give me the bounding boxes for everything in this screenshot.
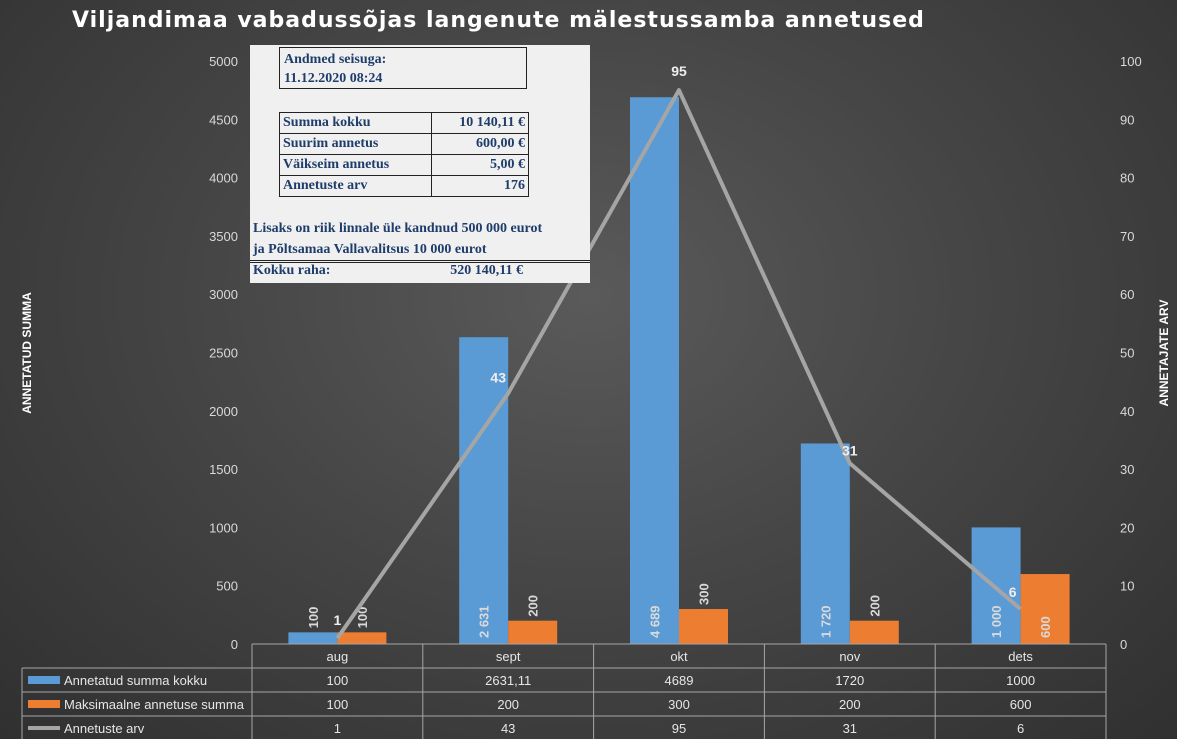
legend-key-swatch	[28, 676, 60, 684]
note-line-1: Lisaks on riik linnale üle kandnud 500 0…	[253, 221, 543, 236]
bar	[630, 97, 679, 645]
bar	[679, 609, 728, 644]
table-cell: 1720	[835, 673, 864, 688]
category-label: nov	[839, 649, 860, 664]
y2-tick-label: 70	[1120, 229, 1134, 244]
stats-table: Summa kokku 10 140,11 € Suurim annetus 6…	[279, 112, 530, 197]
bar-data-label: 4 689	[648, 605, 663, 638]
bar-data-label: 200	[867, 595, 882, 617]
y-tick-label: 3000	[209, 287, 238, 302]
funding-note: Lisaks on riik linnale üle kandnud 500 0…	[253, 218, 587, 260]
y-tick-label: 5000	[209, 54, 238, 69]
bar-data-label: 200	[526, 595, 541, 617]
as-of-value: 11.12.2020 08:24	[284, 71, 383, 86]
y2-tick-label: 0	[1120, 637, 1127, 652]
legend-key-swatch	[28, 700, 60, 708]
bar-data-label: 300	[697, 583, 712, 605]
bar-data-label: 1 000	[989, 605, 1004, 638]
stats-row: Summa kokku 10 140,11 €	[279, 112, 530, 134]
table-cell: 600	[1010, 697, 1032, 712]
table-cell: 1	[334, 721, 341, 736]
bar-data-label: 1 720	[818, 605, 833, 638]
bar-data-label: 2 631	[477, 605, 492, 638]
table-cell: 31	[843, 721, 857, 736]
legend-series-label: Annetatud summa kokku	[64, 673, 207, 688]
stats-value: 176	[430, 175, 530, 197]
line-data-label: 1	[334, 612, 342, 628]
y2-tick-label: 10	[1120, 579, 1134, 594]
stats-value: 5,00 €	[430, 154, 530, 176]
bar-data-label: 100	[355, 607, 370, 629]
separator	[250, 260, 590, 263]
line-data-label: 6	[1009, 584, 1017, 600]
y-tick-label: 3500	[209, 229, 238, 244]
legend-series-label: Maksimaalne annetuse summa	[64, 697, 245, 712]
stats-row: Väikseim annetus 5,00 €	[279, 154, 530, 176]
y-tick-label: 2500	[209, 346, 238, 361]
table-cell: 43	[501, 721, 515, 736]
table-cell: 200	[839, 697, 861, 712]
table-cell: 95	[672, 721, 686, 736]
bar-data-label: 600	[1038, 616, 1053, 638]
line-series-annetuste-arv	[335, 88, 1022, 640]
bar	[508, 620, 558, 644]
stats-label: Summa kokku	[279, 112, 432, 134]
total-label: Kokku raha:	[253, 263, 331, 278]
category-label: okt	[670, 649, 688, 664]
chart-title: Viljandimaa vabadussõjas langenute mäles…	[72, 8, 925, 33]
y2-tick-label: 40	[1120, 404, 1134, 419]
bar	[849, 620, 899, 644]
y-tick-label: 1000	[209, 520, 238, 535]
bar-data-label: 100	[306, 607, 321, 629]
category-label: sept	[496, 649, 521, 664]
y2-tick-label: 60	[1120, 287, 1134, 302]
table-cell: 100	[327, 697, 349, 712]
bar	[288, 632, 338, 644]
stats-label: Annetuste arv	[279, 175, 432, 197]
line-data-label: 31	[842, 442, 858, 458]
table-cell: 6	[1017, 721, 1024, 736]
table-cell: 4689	[665, 673, 694, 688]
line-data-label: 43	[490, 369, 506, 385]
stats-row: Annetuste arv 176	[279, 175, 530, 197]
as-of-box: Andmed seisuga: 11.12.2020 08:24	[279, 47, 527, 89]
table-cell: 200	[497, 697, 519, 712]
stats-value: 600,00 €	[430, 133, 530, 155]
table-cell: 2631,11	[485, 673, 531, 688]
bar	[800, 443, 850, 644]
y2-tick-label: 90	[1120, 112, 1134, 127]
note-line-2: ja Põltsamaa Vallavalitsus 10 000 eurot	[253, 242, 487, 257]
info-box: Andmed seisuga: 11.12.2020 08:24 Summa k…	[250, 45, 590, 283]
y-tick-label: 4000	[209, 171, 238, 186]
y-tick-label: 1500	[209, 462, 238, 477]
total-value: 520 140,11 €	[450, 263, 523, 278]
stats-label: Suurim annetus	[279, 133, 432, 155]
table-cell: 300	[668, 697, 690, 712]
bar	[337, 632, 387, 644]
y-tick-label: 0	[231, 637, 238, 652]
legend-series-label: Annetuste arv	[64, 721, 145, 736]
stats-row: Suurim annetus 600,00 €	[279, 133, 530, 155]
y-tick-label: 500	[216, 579, 238, 594]
y2-tick-label: 50	[1120, 346, 1134, 361]
stats-label: Väikseim annetus	[279, 154, 432, 176]
y2-tick-label: 20	[1120, 520, 1134, 535]
table-cell: 1000	[1006, 673, 1035, 688]
category-label: aug	[327, 649, 349, 664]
y2-tick-label: 30	[1120, 462, 1134, 477]
y2-tick-label: 80	[1120, 171, 1134, 186]
bar	[459, 337, 509, 644]
category-label: dets	[1008, 649, 1033, 664]
bar	[1020, 574, 1070, 644]
as-of-label: Andmed seisuga:	[284, 52, 387, 67]
stats-value: 10 140,11 €	[430, 112, 530, 134]
line-data-label: 95	[671, 63, 687, 79]
y2-tick-label: 100	[1120, 54, 1142, 69]
y-tick-label: 2000	[209, 404, 238, 419]
y-tick-label: 4500	[209, 112, 238, 127]
table-cell: 100	[327, 673, 349, 688]
